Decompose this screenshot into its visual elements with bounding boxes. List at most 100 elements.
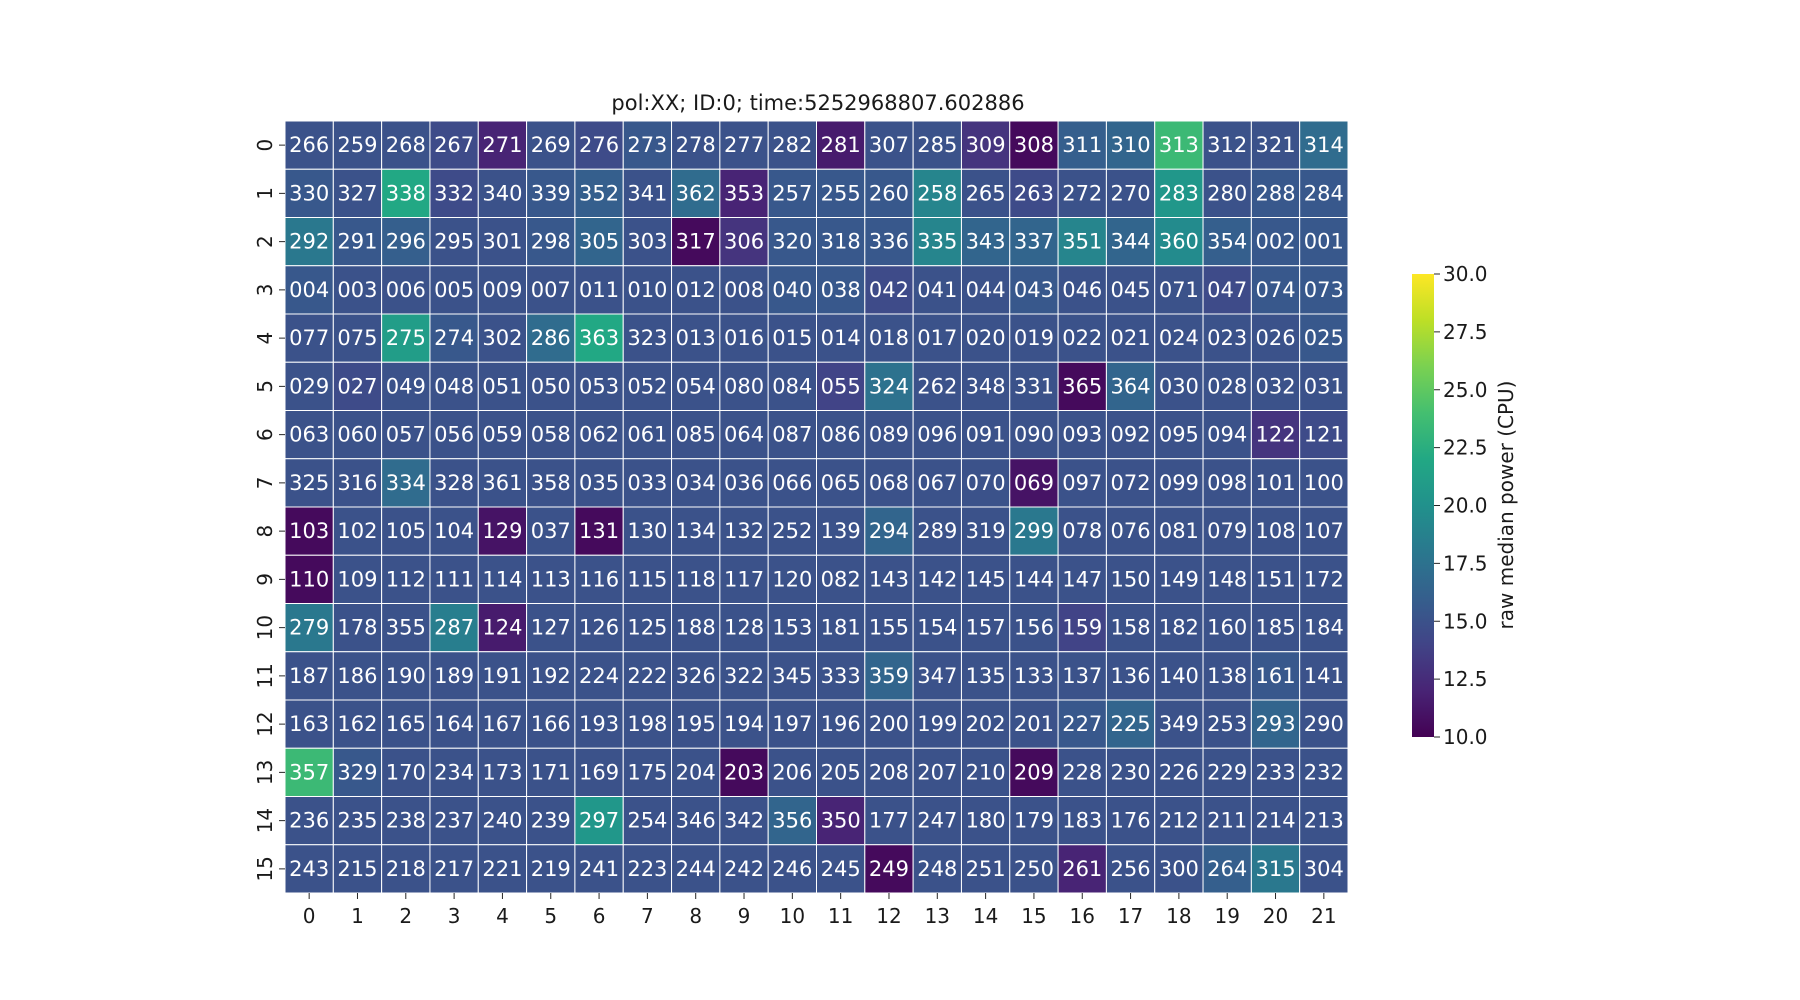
y-tick-label: 9 [253,573,277,586]
heatmap-cell [477,747,528,797]
cell-value-label: 178 [337,616,377,640]
heatmap-cell [381,410,431,460]
cell-value-label: 028 [1207,374,1247,398]
cell-value-label: 340 [482,181,522,205]
heatmap-cell [622,361,673,411]
cell-value-label: 285 [917,133,957,157]
cell-value-label: 081 [1159,519,1199,543]
heatmap-cell [816,747,866,797]
cell-value-label: 214 [1255,809,1295,833]
cell-value-label: 238 [386,809,426,833]
cell-value-label: 328 [434,471,474,495]
heatmap-cell [960,265,1011,315]
cell-value-label: 287 [434,616,474,640]
colorbar-tick-label: 17.5 [1443,551,1488,575]
cell-value-label: 250 [1014,857,1054,881]
heatmap-cell [1202,796,1252,846]
cell-value-label: 241 [579,857,619,881]
cell-value-label: 363 [579,326,619,350]
heatmap-cell [912,699,962,749]
cell-value-label: 054 [676,374,716,398]
heatmap-cell [960,410,1011,460]
heatmap-cell [960,844,1011,894]
heatmap-cell [960,506,1011,556]
colorbar-tick-label: 27.5 [1443,320,1488,344]
heatmap-cell [332,120,383,170]
cell-value-label: 051 [482,374,522,398]
heatmap-cell [767,361,818,411]
heatmap-cell [284,699,334,749]
cell-value-label: 240 [482,809,522,833]
cell-value-label: 048 [434,374,474,398]
cell-value-label: 268 [386,133,426,157]
cell-value-label: 103 [289,519,329,543]
heatmap-cell [332,699,383,749]
cell-value-label: 040 [772,278,812,302]
heatmap-cell [284,217,334,267]
heatmap-cell [1154,603,1204,653]
heatmap-cell [332,265,383,315]
cell-value-label: 307 [869,133,909,157]
cell-value-label: 365 [1062,374,1102,398]
cell-value-label: 059 [482,423,522,447]
heatmap-cell [767,410,818,460]
cell-value-label: 068 [869,471,909,495]
heatmap-cell [912,458,962,508]
cell-value-label: 350 [821,809,861,833]
cell-value-label: 072 [1111,471,1151,495]
cell-value-label: 279 [289,616,329,640]
cell-value-label: 184 [1304,616,1344,640]
heatmap-cell [1154,796,1204,846]
cell-value-label: 017 [917,326,957,350]
x-tick-label: 6 [593,904,606,928]
heatmap-cell [1202,313,1252,363]
heatmap-cell [1202,168,1252,218]
cell-value-label: 090 [1014,423,1054,447]
cell-value-label: 351 [1062,230,1102,254]
cell-value-label: 232 [1304,760,1344,784]
heatmap-cell [719,651,769,701]
cell-value-label: 009 [482,278,522,302]
cell-value-label: 259 [337,133,377,157]
y-tick-label: 5 [253,380,277,393]
cell-value-label: 356 [772,809,812,833]
heatmap-cell [574,265,624,315]
cell-value-label: 003 [337,278,377,302]
cell-value-label: 201 [1014,712,1054,736]
heatmap-cell [1009,554,1059,604]
heatmap-cell [477,217,528,267]
cell-value-label: 333 [821,664,861,688]
heatmap-cell [332,747,383,797]
heatmap-cell [1299,265,1349,315]
cell-value-label: 236 [289,809,329,833]
heatmap-cell [1299,217,1349,267]
cell-value-label: 228 [1062,760,1102,784]
heatmap-cell [332,410,383,460]
cell-value-label: 212 [1159,809,1199,833]
x-tick-label: 11 [828,904,853,928]
heatmap-cell [622,747,673,797]
cell-value-label: 166 [531,712,571,736]
cell-value-label: 124 [482,616,522,640]
heatmap-cell [332,361,383,411]
heatmap-cell [1057,699,1107,749]
cell-value-label: 261 [1062,857,1102,881]
cell-value-label: 071 [1159,278,1199,302]
cell-value-label: 200 [869,712,909,736]
cell-value-label: 010 [627,278,667,302]
cell-value-label: 074 [1255,278,1295,302]
heatmap-cell [671,361,721,411]
cell-value-label: 114 [482,567,522,591]
heatmap-cell [1057,603,1107,653]
x-tick-label: 1 [351,904,364,928]
cell-value-label: 364 [1111,374,1151,398]
heatmap-cell [526,844,576,894]
heatmap-cell [332,217,383,267]
cell-value-label: 195 [676,712,716,736]
cell-value-label: 185 [1255,616,1295,640]
cell-value-label: 296 [386,230,426,254]
heatmap-cell [864,554,914,604]
cell-value-label: 128 [724,616,764,640]
cell-value-label: 342 [724,809,764,833]
x-tick-label: 7 [641,904,654,928]
